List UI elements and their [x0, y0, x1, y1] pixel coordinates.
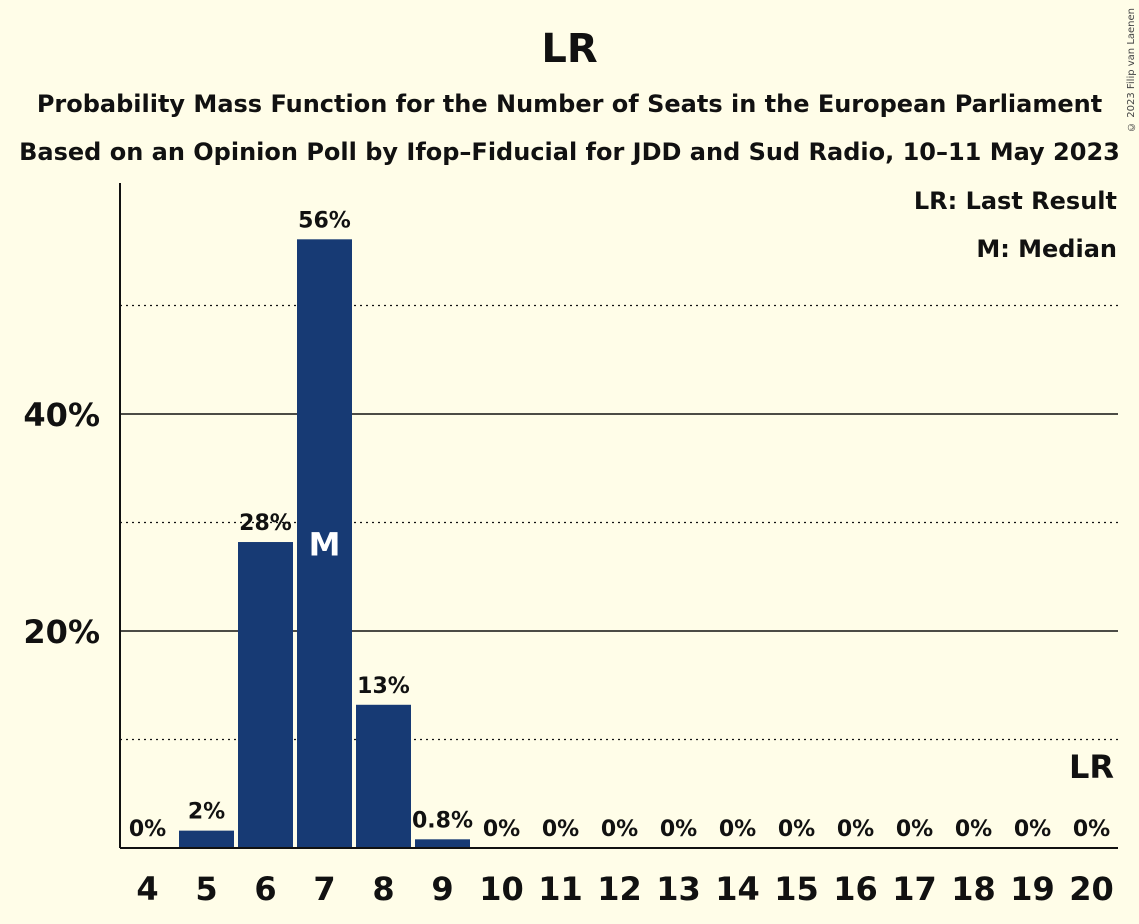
- x-tick-label: 20: [1069, 870, 1114, 908]
- x-tick-label: 8: [372, 870, 394, 908]
- x-tick-label: 15: [774, 870, 819, 908]
- x-tick-label: 4: [136, 870, 158, 908]
- x-tick-label: 12: [597, 870, 642, 908]
- chart-subtitle: Probability Mass Function for the Number…: [36, 90, 1103, 118]
- data-label: 0%: [1014, 817, 1051, 842]
- data-label: 0%: [129, 817, 166, 842]
- last-result-marker: LR: [1069, 748, 1114, 786]
- x-tick-label: 17: [892, 870, 937, 908]
- x-tick-label: 6: [254, 870, 276, 908]
- y-tick-label: 20%: [23, 613, 100, 651]
- bar: [415, 839, 470, 848]
- bar: [297, 239, 352, 848]
- x-tick-label: 16: [833, 870, 878, 908]
- x-tick-label: 11: [538, 870, 583, 908]
- x-tick-label: 19: [1010, 870, 1055, 908]
- median-marker: M: [309, 526, 341, 564]
- data-label: 0%: [837, 817, 874, 842]
- bar: [238, 542, 293, 848]
- data-label: 0%: [542, 817, 579, 842]
- data-label: 28%: [239, 511, 292, 536]
- x-tick-label: 7: [313, 870, 335, 908]
- data-label: 0%: [660, 817, 697, 842]
- bar: [356, 704, 411, 848]
- chart-subtitle-source: Based on an Opinion Poll by Ifop–Fiducia…: [19, 138, 1120, 166]
- legend-entry: LR: Last Result: [914, 187, 1117, 215]
- x-tick-label: 5: [195, 870, 217, 908]
- bar: [179, 830, 234, 848]
- data-label: 2%: [188, 800, 225, 825]
- chart-title: LR: [541, 26, 598, 72]
- legend-entry: M: Median: [976, 235, 1117, 263]
- data-label: 56%: [298, 208, 351, 233]
- data-label: 0%: [483, 817, 520, 842]
- data-label: 0%: [955, 817, 992, 842]
- data-label: 0%: [601, 817, 638, 842]
- data-label: 0%: [778, 817, 815, 842]
- x-tick-label: 13: [656, 870, 701, 908]
- data-label: 0.8%: [412, 808, 473, 833]
- y-tick-label: 40%: [23, 396, 100, 434]
- data-label: 0%: [1073, 817, 1110, 842]
- x-tick-label: 14: [715, 870, 760, 908]
- x-tick-label: 9: [431, 870, 453, 908]
- data-label: 13%: [357, 674, 410, 699]
- x-tick-label: 18: [951, 870, 996, 908]
- x-tick-label: 10: [479, 870, 524, 908]
- data-label: 0%: [896, 817, 933, 842]
- data-label: 0%: [719, 817, 756, 842]
